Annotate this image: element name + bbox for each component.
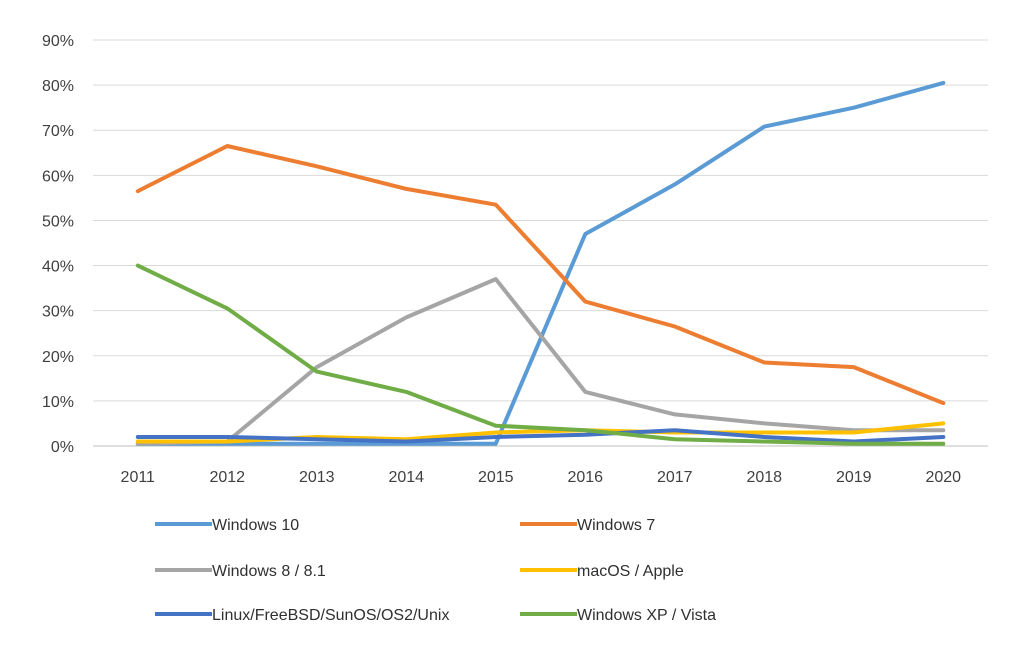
legend-item: Windows 8 / 8.1 (155, 563, 326, 580)
legend-item: Windows 7 (520, 517, 655, 534)
series-line-5 (135, 428, 946, 444)
legend: Windows 10 Windows 7 Windows 8 / 8.1 macOS … (155, 517, 716, 624)
legend-label: Windows 7 (577, 517, 655, 534)
gridlines (93, 39, 988, 447)
legend-item: Linux/FreeBSD/SunOS/OS2/Unix (155, 607, 449, 624)
legend-item: macOS / Apple (520, 563, 684, 580)
x-tick-label: 2014 (388, 469, 424, 486)
legend-label: Windows XP / Vista (577, 607, 716, 624)
y-tick-label: 10% (42, 394, 74, 411)
legend-item: Windows XP / Vista (520, 607, 716, 624)
x-axis-ticks: 2011 2012 2013 2014 2015 2016 2017 2018 2019 2020 (121, 469, 962, 486)
y-tick-label: 20% (42, 349, 74, 366)
x-tick-label: 2019 (836, 469, 872, 486)
x-tick-label: 2012 (209, 469, 245, 486)
legend-item: Windows 10 (155, 517, 299, 534)
y-tick-label: 60% (42, 168, 74, 185)
legend-label: Windows 8 / 8.1 (212, 563, 326, 580)
series-line-3 (135, 277, 946, 446)
y-tick-label: 90% (42, 33, 74, 50)
y-axis-ticks: 0% 10% 20% 30% 40% 50% 60% 70% 80% 90% (42, 33, 74, 456)
x-tick-label: 2013 (299, 469, 335, 486)
legend-label: Windows 10 (212, 517, 299, 534)
y-tick-label: 70% (42, 123, 74, 140)
x-tick-label: 2011 (121, 469, 156, 486)
y-tick-label: 30% (42, 304, 74, 321)
y-tick-label: 80% (42, 78, 74, 95)
series-line-6 (135, 263, 946, 446)
series-lines (135, 80, 946, 446)
x-tick-label: 2015 (478, 469, 514, 486)
y-tick-label: 0% (51, 439, 74, 456)
x-tick-label: 2020 (925, 469, 961, 486)
x-tick-label: 2018 (746, 469, 782, 486)
legend-label: Linux/FreeBSD/SunOS/OS2/Unix (212, 607, 449, 624)
series-line-1 (135, 80, 946, 446)
x-tick-label: 2016 (567, 469, 603, 486)
legend-label: macOS / Apple (577, 563, 684, 580)
y-tick-label: 50% (42, 213, 74, 230)
series-line-2 (135, 144, 946, 406)
y-tick-label: 40% (42, 259, 74, 276)
x-tick-label: 2017 (657, 469, 693, 486)
